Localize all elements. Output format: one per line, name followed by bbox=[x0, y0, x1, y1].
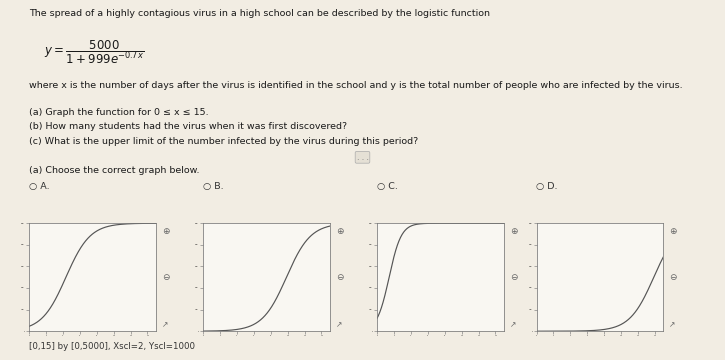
Text: (c) What is the upper limit of the number infected by the virus during this peri: (c) What is the upper limit of the numbe… bbox=[29, 137, 418, 146]
Text: $y=\dfrac{5000}{1+999e^{-0.7x}}$: $y=\dfrac{5000}{1+999e^{-0.7x}}$ bbox=[44, 38, 144, 66]
Text: ↗: ↗ bbox=[669, 320, 676, 329]
Text: ⊕: ⊕ bbox=[162, 227, 169, 236]
Text: ↗: ↗ bbox=[336, 320, 342, 329]
Text: The spread of a highly contagious virus in a high school can be described by the: The spread of a highly contagious virus … bbox=[29, 9, 490, 18]
Text: ↗: ↗ bbox=[162, 320, 168, 329]
Text: ⊕: ⊕ bbox=[669, 227, 676, 236]
Text: ⊖: ⊖ bbox=[162, 273, 169, 282]
Text: ↗: ↗ bbox=[510, 320, 516, 329]
Text: ○ B.: ○ B. bbox=[203, 182, 223, 191]
Text: where x is the number of days after the virus is identified in the school and y : where x is the number of days after the … bbox=[29, 81, 683, 90]
Text: (a) Choose the correct graph below.: (a) Choose the correct graph below. bbox=[29, 166, 199, 175]
Text: (b) How many students had the virus when it was first discovered?: (b) How many students had the virus when… bbox=[29, 122, 347, 131]
Text: ○ A.: ○ A. bbox=[29, 182, 49, 191]
Text: [0,15] by [0,5000], Xscl=2, Yscl=1000: [0,15] by [0,5000], Xscl=2, Yscl=1000 bbox=[29, 342, 195, 351]
Text: ⊖: ⊖ bbox=[510, 273, 517, 282]
Text: ⊖: ⊖ bbox=[669, 273, 676, 282]
Text: ⊕: ⊕ bbox=[336, 227, 343, 236]
Text: ⊕: ⊕ bbox=[510, 227, 517, 236]
Text: (a) Graph the function for 0 ≤ x ≤ 15.: (a) Graph the function for 0 ≤ x ≤ 15. bbox=[29, 108, 209, 117]
Text: . . .: . . . bbox=[357, 153, 368, 162]
Text: ⊖: ⊖ bbox=[336, 273, 343, 282]
Text: ○ D.: ○ D. bbox=[536, 182, 558, 191]
Text: ○ C.: ○ C. bbox=[377, 182, 398, 191]
